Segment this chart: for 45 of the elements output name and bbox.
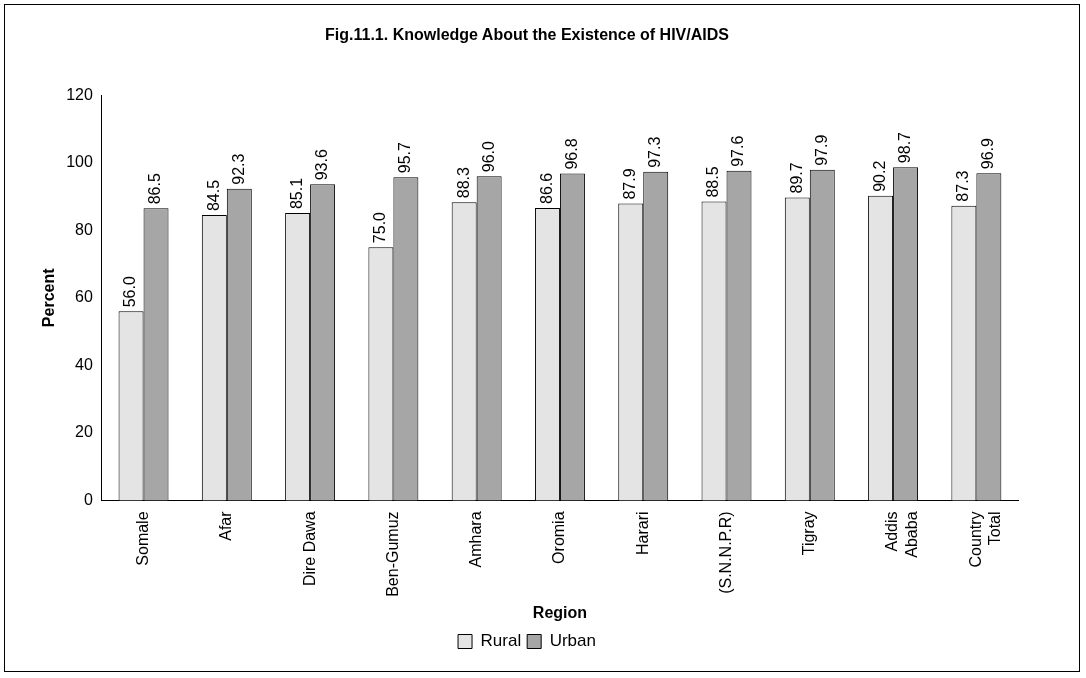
y-tick-label: 0 — [83, 490, 93, 508]
data-label: 96.9 — [979, 137, 997, 170]
data-label: 98.7 — [895, 131, 913, 164]
x-tick-label: Addis Ababa — [883, 511, 920, 558]
x-tick-label: Ben-Gumuz — [383, 511, 401, 597]
data-label: 97.3 — [646, 136, 664, 168]
x-axis-title: Region — [532, 603, 588, 621]
data-label: 56.0 — [121, 276, 139, 308]
data-label: 96.8 — [562, 138, 580, 170]
y-axis-title: Percent — [40, 267, 58, 328]
data-label: 87.9 — [621, 168, 639, 200]
data-label: 88.5 — [704, 166, 722, 198]
data-label: 86.6 — [537, 172, 555, 204]
x-tick-label: Country Total — [966, 511, 1003, 568]
data-label: 96.0 — [479, 141, 497, 173]
data-label: 85.1 — [288, 177, 306, 210]
x-tick-label: Dire Dawa — [300, 511, 318, 587]
x-tick-label: Somale — [133, 511, 151, 566]
legend-label: Urban — [549, 631, 596, 651]
data-label: 84.5 — [204, 179, 222, 212]
data-label: 97.9 — [812, 134, 830, 166]
y-tick-label: 40 — [75, 355, 93, 373]
x-tick-label: Tigray — [800, 511, 818, 556]
y-tick-label: 100 — [66, 153, 93, 171]
data-label: 90.2 — [870, 160, 888, 192]
data-label: 89.7 — [787, 162, 805, 194]
data-label: 97.6 — [729, 135, 747, 167]
data-label: 75.0 — [371, 211, 389, 244]
data-label: 88.3 — [454, 167, 472, 199]
legend-label: Rural — [480, 631, 522, 651]
x-tick-label: Oromia — [550, 511, 568, 564]
data-label: 86.5 — [146, 173, 164, 205]
data-label: 93.6 — [313, 149, 330, 181]
x-tick-label: Harari — [633, 511, 651, 555]
y-tick-label: 20 — [75, 423, 93, 441]
y-tick-label: 80 — [75, 220, 93, 238]
chart-title: Fig.11.1. Knowledge About the Existence of HIV/AIDS — [325, 26, 730, 44]
y-tick-label: 60 — [75, 288, 93, 306]
x-tick-label: Afar — [217, 510, 235, 541]
data-label: 92.3 — [229, 153, 247, 185]
x-tick-label: (S.N.N.P.R) — [716, 511, 734, 594]
data-label: 95.7 — [396, 142, 414, 174]
x-tick-label: Amhara — [467, 511, 485, 568]
y-tick-label: 120 — [66, 85, 93, 103]
data-label: 87.3 — [954, 170, 972, 202]
